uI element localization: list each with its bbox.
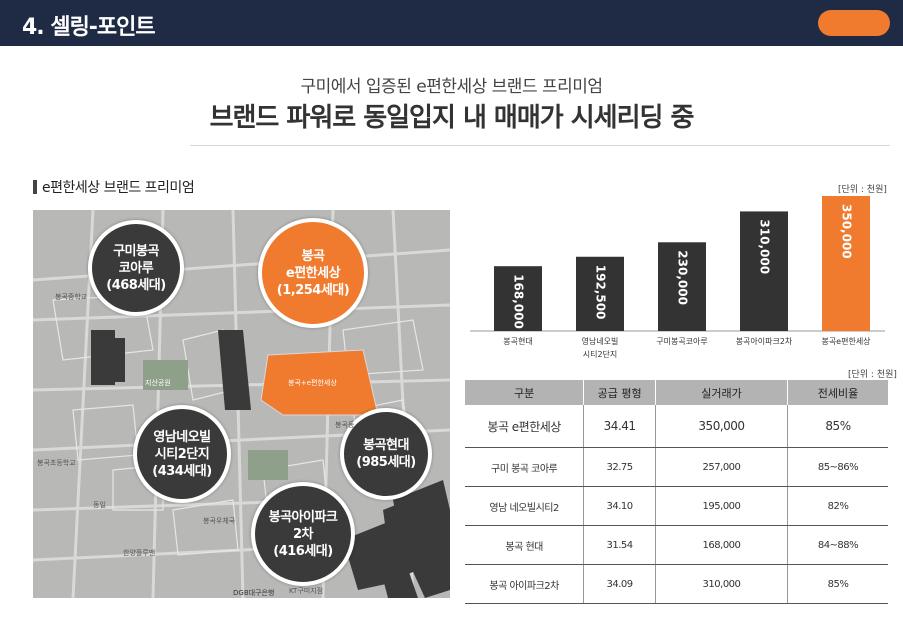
bubble-neoville-line2: 시티2단지 bbox=[154, 446, 210, 462]
table-cell: 구미 봉곡 코아루 bbox=[465, 447, 584, 487]
bubble-neoville-line3: (434세대) bbox=[152, 463, 212, 479]
chart-category-label: 봉곡현대 bbox=[503, 337, 532, 346]
table-cell: 34.10 bbox=[583, 486, 656, 526]
map-label: 봉곡+e편한세상 bbox=[288, 379, 337, 387]
map-label: KT구미지점 bbox=[289, 587, 324, 595]
table-cell: 85~86% bbox=[787, 447, 888, 487]
map-label: 봉곡초등학교 bbox=[37, 459, 76, 467]
bubble-e-pyunhan-line1: 봉곡 bbox=[301, 248, 325, 264]
table-row: 봉곡 아이파크2차 34.09 310,000 85% bbox=[465, 564, 888, 604]
chart-value-label: 230,000 bbox=[676, 250, 690, 305]
table-cell: 32.75 bbox=[583, 447, 656, 487]
bubble-ipark-line3: (416세대) bbox=[273, 543, 333, 559]
table-row: 봉곡 e편한세상 34.41 350,000 85% bbox=[465, 405, 888, 448]
bubble-koaru-line3: (468세대) bbox=[106, 277, 166, 293]
table-cell: 82% bbox=[787, 486, 888, 526]
table-cell: 85% bbox=[787, 405, 888, 448]
bubble-e-pyunhan-line2: e편한세상 bbox=[285, 265, 341, 281]
bubble-hyundai: 봉곡현대 (985세대) bbox=[340, 408, 432, 500]
bubble-ipark: 봉곡아이파크 2차 (416세대) bbox=[251, 482, 355, 586]
headline-subtitle: 구미에서 입증된 e편한세상 브랜드 프리미엄 bbox=[300, 77, 603, 97]
section-marker bbox=[33, 180, 37, 194]
bubble-koaru-line1: 구미봉곡 bbox=[113, 243, 159, 259]
chart-category-label: 시티2단지 bbox=[583, 349, 618, 359]
table-cell: 257,000 bbox=[654, 447, 788, 487]
map-label: 한양플루맨 bbox=[123, 549, 156, 557]
map-label: 지산공원 bbox=[145, 379, 171, 387]
bubble-neoville: 영남네오빌 시티2단지 (434세대) bbox=[133, 405, 231, 503]
bubble-ipark-line2: 2차 bbox=[292, 526, 314, 542]
table-header: 공급 평형 bbox=[583, 380, 656, 405]
table-row: 영남 네오빌시티2 34.10 195,000 82% bbox=[465, 486, 888, 526]
bubble-e-pyunhan: 봉곡 e편한세상 (1,254세대) bbox=[258, 218, 368, 328]
table-cell: 31.54 bbox=[583, 525, 656, 565]
chart-value-label: 168,000 bbox=[512, 274, 526, 329]
table-header-row: 구분 공급 평형 실거래가 전세비율 bbox=[465, 380, 888, 405]
chart-bar bbox=[576, 256, 624, 331]
table-cell: 168,000 bbox=[654, 525, 788, 565]
bubble-koaru-line2: 코아루 bbox=[118, 260, 154, 276]
chart-bar bbox=[658, 242, 706, 331]
table-cell: 310,000 bbox=[654, 564, 788, 604]
table-header: 구분 bbox=[465, 380, 584, 405]
table-cell: 봉곡 아이파크2차 bbox=[465, 564, 584, 604]
table-cell: 195,000 bbox=[654, 486, 788, 526]
chart-bar bbox=[822, 196, 870, 331]
table-header: 실거래가 bbox=[654, 380, 788, 405]
chart-value-label: 310,000 bbox=[758, 219, 772, 274]
price-table: 구분 공급 평형 실거래가 전세비율 봉곡 e편한세상 34.41 350,00… bbox=[465, 380, 888, 604]
bubble-hyundai-line2: (985세대) bbox=[356, 455, 416, 470]
header-badge bbox=[818, 10, 890, 36]
table-unit: [단위 : 천원] bbox=[848, 370, 897, 380]
bubble-e-pyunhan-line3: (1,254세대) bbox=[276, 282, 350, 298]
map-label: 봉곡동 bbox=[335, 421, 355, 429]
location-map: 구미봉곡 코아루 (468세대) 봉곡 e편한세상 (1,254세대) 영남네오… bbox=[33, 210, 450, 598]
chart-category-label: 봉곡e편한세상 bbox=[821, 336, 871, 346]
bubble-ipark-line1: 봉곡아이파크 bbox=[268, 509, 338, 525]
chart-category-label: 구미봉곡코아루 bbox=[656, 336, 708, 346]
table-cell: 34.41 bbox=[583, 405, 656, 448]
chart-unit: [단위 : 천원] bbox=[838, 185, 887, 195]
bubble-koaru: 구미봉곡 코아루 (468세대) bbox=[88, 220, 184, 316]
header-bar: 4. 셀링-포인트 bbox=[0, 0, 903, 46]
section-label: e편한세상 브랜드 프리미엄 bbox=[42, 180, 195, 196]
table-cell: 34.09 bbox=[583, 564, 656, 604]
table-row: 봉곡 현대 31.54 168,000 84~88% bbox=[465, 525, 888, 565]
table-cell: 84~88% bbox=[787, 525, 888, 565]
table-cell: 350,000 bbox=[654, 405, 788, 448]
chart-value-label: 192,500 bbox=[594, 265, 608, 320]
map-label: DGB대구은행 bbox=[233, 589, 275, 597]
page-title: 4. 셀링-포인트 bbox=[22, 15, 156, 40]
map-label: 봉곡중학교 bbox=[55, 293, 88, 301]
chart-value-label: 350,000 bbox=[840, 204, 854, 259]
map-label: 동일 bbox=[93, 501, 106, 509]
headline-title: 브랜드 파워로 동일입지 내 매매가 시세리딩 중 bbox=[209, 103, 695, 133]
table-row: 구미 봉곡 코아루 32.75 257,000 85~86% bbox=[465, 447, 888, 487]
chart-bar bbox=[740, 211, 788, 331]
table-cell: 85% bbox=[787, 564, 888, 604]
chart-category-label: 봉곡아이파크2차 bbox=[736, 336, 793, 346]
chart-category-label: 영남네오빌 bbox=[582, 336, 619, 346]
table-header: 전세비율 bbox=[787, 380, 888, 405]
bubble-neoville-line1: 영남네오빌 bbox=[153, 429, 211, 445]
table-cell: 봉곡 e편한세상 bbox=[465, 405, 584, 448]
table-cell: 봉곡 현대 bbox=[465, 525, 584, 565]
map-label: 봉곡우체국 bbox=[203, 517, 236, 525]
table-cell: 영남 네오빌시티2 bbox=[465, 486, 584, 526]
chart-bar bbox=[494, 266, 542, 331]
divider bbox=[190, 145, 890, 146]
bubble-hyundai-line1: 봉곡현대 bbox=[363, 438, 409, 453]
